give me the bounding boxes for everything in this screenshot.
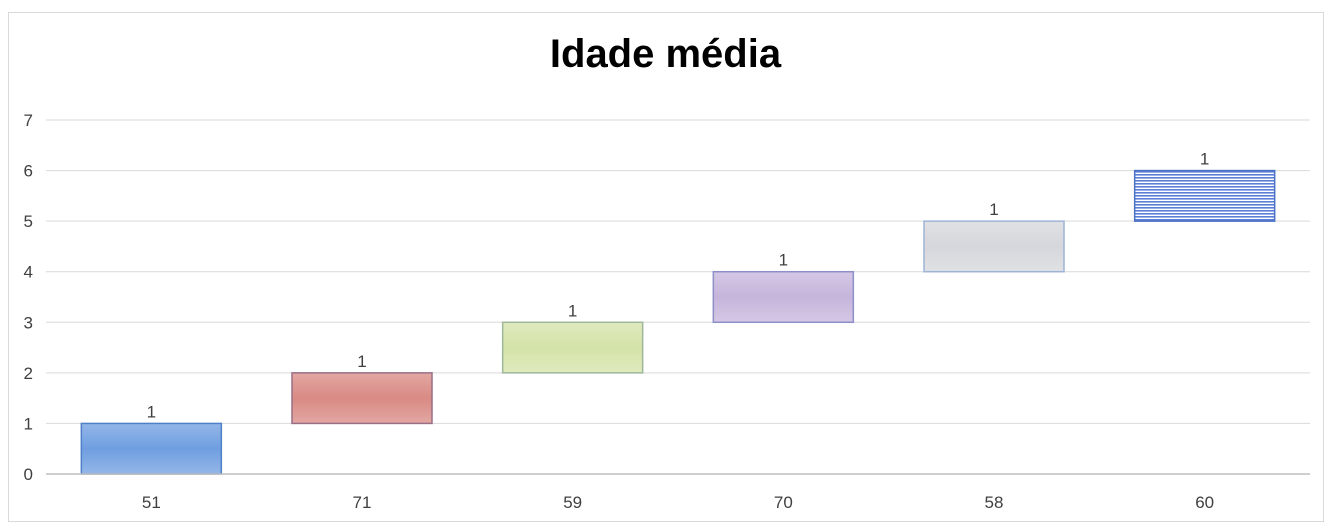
y-tick-label: 4 [24, 263, 33, 282]
bar [712, 270, 855, 324]
bar [501, 321, 644, 374]
x-tick-label: 59 [563, 493, 582, 512]
y-axis-tick-labels: 0 1 2 3 4 5 6 7 [24, 111, 33, 484]
bar [80, 422, 223, 475]
y-tick-label: 3 [24, 313, 33, 332]
y-tick-label: 0 [24, 465, 33, 484]
x-tick-label: 60 [1195, 493, 1214, 512]
bar-data-label: 1 [989, 200, 998, 219]
bar-data-label: 1 [779, 251, 788, 270]
bar-data-label: 1 [147, 402, 156, 421]
x-tick-label: 58 [985, 493, 1004, 512]
bar [291, 372, 433, 425]
chart-area [8, 12, 1324, 522]
bar [923, 220, 1065, 273]
y-tick-label: 2 [24, 364, 33, 383]
y-tick-label: 7 [24, 111, 33, 130]
bars [80, 169, 1276, 475]
gridlines [46, 119, 1310, 424]
bar [1133, 169, 1276, 222]
bar-data-label: 1 [1200, 150, 1209, 169]
bar-data-label: 1 [357, 352, 366, 371]
data-labels: 1 1 1 1 1 1 [147, 150, 1210, 422]
y-tick-label: 5 [24, 212, 33, 231]
y-tick-label: 1 [24, 414, 33, 433]
x-tick-label: 51 [142, 493, 161, 512]
x-tick-label: 71 [353, 493, 372, 512]
bar-data-label: 1 [568, 301, 577, 320]
chart-title: Idade média [549, 32, 782, 76]
x-axis-tick-labels: 51 71 59 70 58 60 [142, 493, 1214, 512]
x-tick-label: 70 [774, 493, 793, 512]
y-tick-label: 6 [24, 162, 33, 181]
